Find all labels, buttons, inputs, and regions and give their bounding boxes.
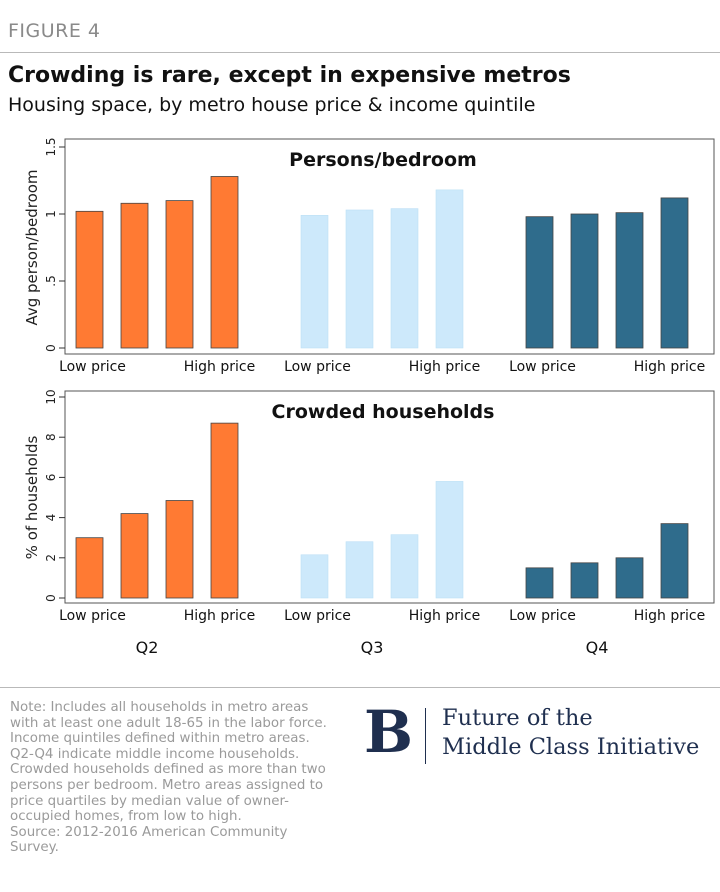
- logo-line-1: Future of the: [442, 705, 593, 731]
- bar-q3-3: [390, 534, 419, 599]
- bar-q4-2: [570, 213, 599, 349]
- chart-note: Note: Includes all households in metro a…: [10, 700, 355, 856]
- bar-q3-2: [345, 209, 374, 349]
- bar-q3-4: [435, 189, 464, 349]
- y-tick-label: 1: [44, 210, 58, 218]
- logo-text: Future of the Middle Class Initiative: [442, 704, 699, 762]
- x-label-low-price: Low price: [284, 608, 351, 624]
- bar-q2-2: [120, 202, 149, 349]
- chart-title: Crowding is rare, except in expensive me…: [8, 63, 571, 88]
- x-label-low-price: Low price: [59, 359, 126, 375]
- y-tick-label: 0: [44, 344, 58, 352]
- x-label-low-price: Low price: [59, 608, 126, 624]
- bar-q3-4: [435, 481, 464, 599]
- x-label-low-price: Low price: [284, 359, 351, 375]
- y-tick-label: .5: [44, 275, 58, 286]
- y-axis-label: % of households: [23, 435, 41, 559]
- bar-q3-3: [390, 208, 419, 349]
- bar-q3-2: [345, 541, 374, 599]
- y-tick-label: 0: [44, 594, 58, 602]
- note-line: with at least one adult 18-65 in the lab…: [10, 715, 327, 731]
- bar-q3-1: [300, 215, 329, 349]
- chart-subtitle: Housing space, by metro house price & in…: [8, 94, 536, 116]
- figure-label: FIGURE 4: [8, 20, 101, 42]
- logo-divider: [425, 708, 426, 764]
- note-line: Crowded households defined as more than …: [10, 762, 326, 778]
- note-line: Q2-Q4 indicate middle income households.: [10, 746, 300, 762]
- x-label-high-price: High price: [634, 608, 705, 624]
- x-label-high-price: High price: [409, 608, 480, 624]
- y-tick-label: 4: [44, 514, 58, 522]
- bar-q2-4: [210, 176, 239, 349]
- x-label-high-price: High price: [184, 608, 255, 624]
- bar-q4-4: [660, 523, 689, 599]
- note-line: price quartiles by median value of owner…: [10, 793, 289, 809]
- note-line: Survey.: [10, 840, 59, 856]
- group-label: Q4: [586, 638, 609, 657]
- y-tick-label: 8: [44, 433, 58, 441]
- logo-line-2: Middle Class Initiative: [442, 734, 700, 760]
- bar-q2-4: [210, 422, 239, 599]
- bar-q2-1: [75, 210, 104, 349]
- y-tick-label: 6: [44, 474, 58, 482]
- note-line: occupied homes, from low to high.: [10, 809, 242, 825]
- panel-title: Persons/bedroom: [289, 149, 477, 171]
- bar-q4-2: [570, 562, 599, 599]
- logo-letter: B: [364, 698, 414, 766]
- y-tick-label: 2: [44, 554, 58, 562]
- bar-q2-2: [120, 513, 149, 599]
- x-label-high-price: High price: [184, 359, 255, 375]
- bar-q2-3: [165, 500, 194, 599]
- x-label-high-price: High price: [409, 359, 480, 375]
- bar-q2-1: [75, 537, 104, 599]
- bottom-divider: [0, 687, 720, 688]
- x-label-low-price: Low price: [509, 359, 576, 375]
- bar-q4-3: [615, 212, 644, 349]
- group-label: Q2: [136, 638, 159, 657]
- bar-q3-1: [300, 554, 329, 599]
- y-tick-label: 1.5: [44, 137, 58, 156]
- top-divider: [0, 52, 720, 53]
- bar-q4-1: [525, 567, 554, 599]
- panel-title: Crowded households: [272, 401, 495, 423]
- bar-q4-3: [615, 557, 644, 599]
- chart-panel-2: 0 2 4 6 8 10 % of households Crowded households…: [23, 389, 715, 657]
- note-line: Income quintiles defined within metro ar…: [10, 731, 310, 747]
- note-line: Source: 2012-2016 American Community: [10, 824, 288, 840]
- bar-q4-4: [660, 197, 689, 349]
- x-label-low-price: Low price: [509, 608, 576, 624]
- y-tick-label: 10: [44, 389, 58, 404]
- note-line: persons per bedroom. Metro areas assigne…: [10, 777, 324, 793]
- group-label: Q3: [361, 638, 384, 657]
- y-axis-label: Avg person/bedroom: [23, 169, 41, 325]
- note-line: Note: Includes all households in metro a…: [10, 700, 309, 715]
- x-label-high-price: High price: [634, 359, 705, 375]
- bar-q2-3: [165, 200, 194, 349]
- bar-q4-1: [525, 216, 554, 349]
